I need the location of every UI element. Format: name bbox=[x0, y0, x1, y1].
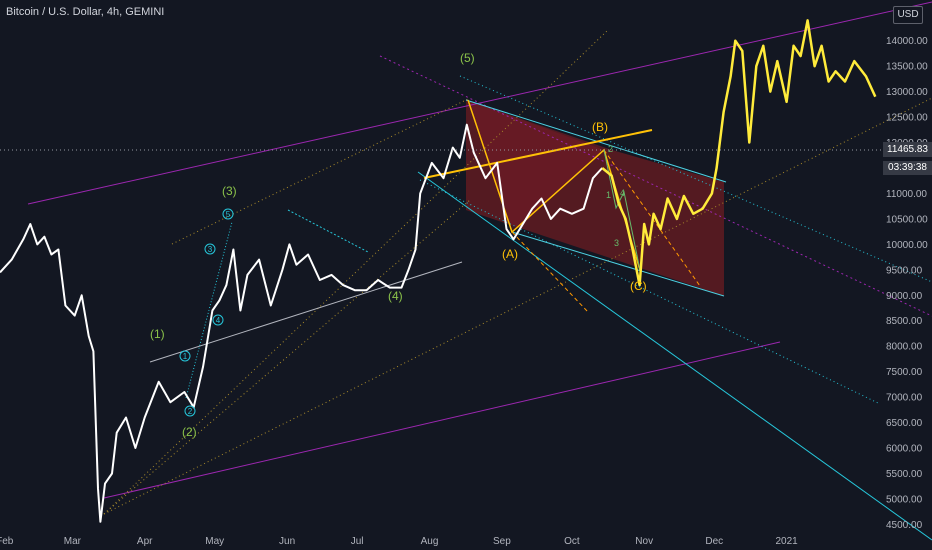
y-tick-label: 8000.00 bbox=[886, 342, 923, 353]
magenta-trend-down bbox=[379, 55, 932, 317]
y-tick-label: 9500.00 bbox=[886, 265, 923, 276]
x-tick-label: Oct bbox=[564, 536, 580, 547]
yellow-b-line bbox=[423, 129, 653, 179]
wave-label-5: (5) bbox=[460, 51, 475, 65]
teal-line-long bbox=[417, 171, 932, 541]
y-tick-label: 6500.00 bbox=[886, 418, 923, 429]
y-tick-label: 14000.00 bbox=[886, 36, 928, 47]
x-tick-label: Aug bbox=[421, 536, 439, 547]
bar-countdown-label: 03:39:38 bbox=[883, 161, 932, 175]
circled-wave-markers: 1 2 3 4 5 bbox=[179, 208, 234, 417]
subwave-label-4: 4 bbox=[620, 188, 625, 198]
marker-1-text: 1 bbox=[183, 352, 188, 361]
x-tick-label: Jul bbox=[351, 536, 364, 547]
marker-3-ring bbox=[204, 243, 216, 255]
marker-5-ring bbox=[222, 208, 234, 220]
x-tick-label: Sep bbox=[493, 536, 511, 547]
x-tick-label: Mar bbox=[64, 536, 82, 547]
y-tick-label: 7000.00 bbox=[886, 393, 923, 404]
y-tick-label: 8500.00 bbox=[886, 316, 923, 327]
y-tick-label: 10000.00 bbox=[886, 240, 928, 251]
marker-5-text: 5 bbox=[226, 210, 231, 219]
subwave-label-1: 1 bbox=[606, 190, 611, 200]
x-tick-label: Nov bbox=[635, 536, 653, 547]
y-tick-label: 6000.00 bbox=[886, 444, 923, 455]
orange-fan-line-1 bbox=[103, 29, 609, 515]
teal-channel-b bbox=[511, 231, 725, 297]
y-tick-label: 13500.00 bbox=[886, 62, 928, 73]
y-tick-label: 4500.00 bbox=[886, 520, 923, 531]
x-tick-label: May bbox=[205, 536, 224, 547]
wave-label-4: (4) bbox=[388, 289, 403, 303]
teal-correction-1 bbox=[287, 209, 369, 253]
price-line-yellow bbox=[601, 19, 877, 287]
white-trend-from-1 bbox=[149, 261, 463, 363]
x-tick-label: Dec bbox=[705, 536, 723, 547]
subwave-label-3: 3 bbox=[614, 238, 619, 248]
green-subwave-path bbox=[603, 149, 641, 271]
orange-fan-line-3 bbox=[103, 97, 932, 515]
orange-fan-line-2 bbox=[103, 199, 471, 515]
teal-wave-line bbox=[185, 221, 233, 399]
y-tick-label: 13000.00 bbox=[886, 87, 928, 98]
y-tick-label: 7500.00 bbox=[886, 367, 923, 378]
y-tick-label: 10500.00 bbox=[886, 214, 928, 225]
marker-2-text: 2 bbox=[188, 407, 193, 416]
x-tick-label: Apr bbox=[137, 536, 153, 547]
wave-label-1: (1) bbox=[150, 327, 165, 341]
chart-title: Bitcoin / U.S. Dollar, 4h, GEMINI bbox=[6, 6, 165, 18]
wave-label-2: (2) bbox=[182, 425, 197, 439]
x-tick-label: 2021 bbox=[775, 536, 798, 547]
y-tick-label: 11000.00 bbox=[886, 189, 927, 200]
x-tick-label: Jun bbox=[279, 536, 295, 547]
wave-label-c: (C) bbox=[630, 279, 647, 293]
marker-1-ring bbox=[179, 350, 191, 362]
marker-2-ring bbox=[184, 405, 196, 417]
marker-4-ring bbox=[212, 314, 224, 326]
y-tick-label: 9000.00 bbox=[886, 291, 923, 302]
price-series-layer bbox=[0, 19, 877, 523]
correction-channel-box bbox=[466, 100, 724, 296]
wave-label-3: (3) bbox=[222, 184, 237, 198]
magenta-channel-bottom bbox=[103, 341, 781, 499]
x-tick-label: Feb bbox=[0, 536, 14, 547]
last-price-label: 11465.83 bbox=[883, 142, 932, 157]
marker-4-text: 4 bbox=[216, 316, 221, 325]
x-axis[interactable]: Feb Mar Apr May Jun Jul Aug Sep Oct Nov Dec 2021 bbox=[0, 536, 798, 547]
marker-3-text: 3 bbox=[208, 245, 213, 254]
y-tick-label: 5500.00 bbox=[886, 469, 923, 480]
wave-label-a: (A) bbox=[502, 247, 518, 261]
price-line-white bbox=[0, 123, 603, 523]
orange-trend-from-3 bbox=[171, 97, 471, 245]
wave-labels: (1) (2) (3) (4) (5) (A) (B) (C) 1 2 3 4 bbox=[150, 51, 647, 439]
orange-dashed-1 bbox=[511, 231, 589, 313]
y-tick-label: 12500.00 bbox=[886, 113, 928, 124]
currency-badge[interactable]: USD bbox=[893, 6, 923, 24]
wave-label-b: (B) bbox=[592, 120, 608, 134]
subwave-label-2: 2 bbox=[608, 144, 613, 154]
y-tick-label: 5000.00 bbox=[886, 494, 923, 505]
